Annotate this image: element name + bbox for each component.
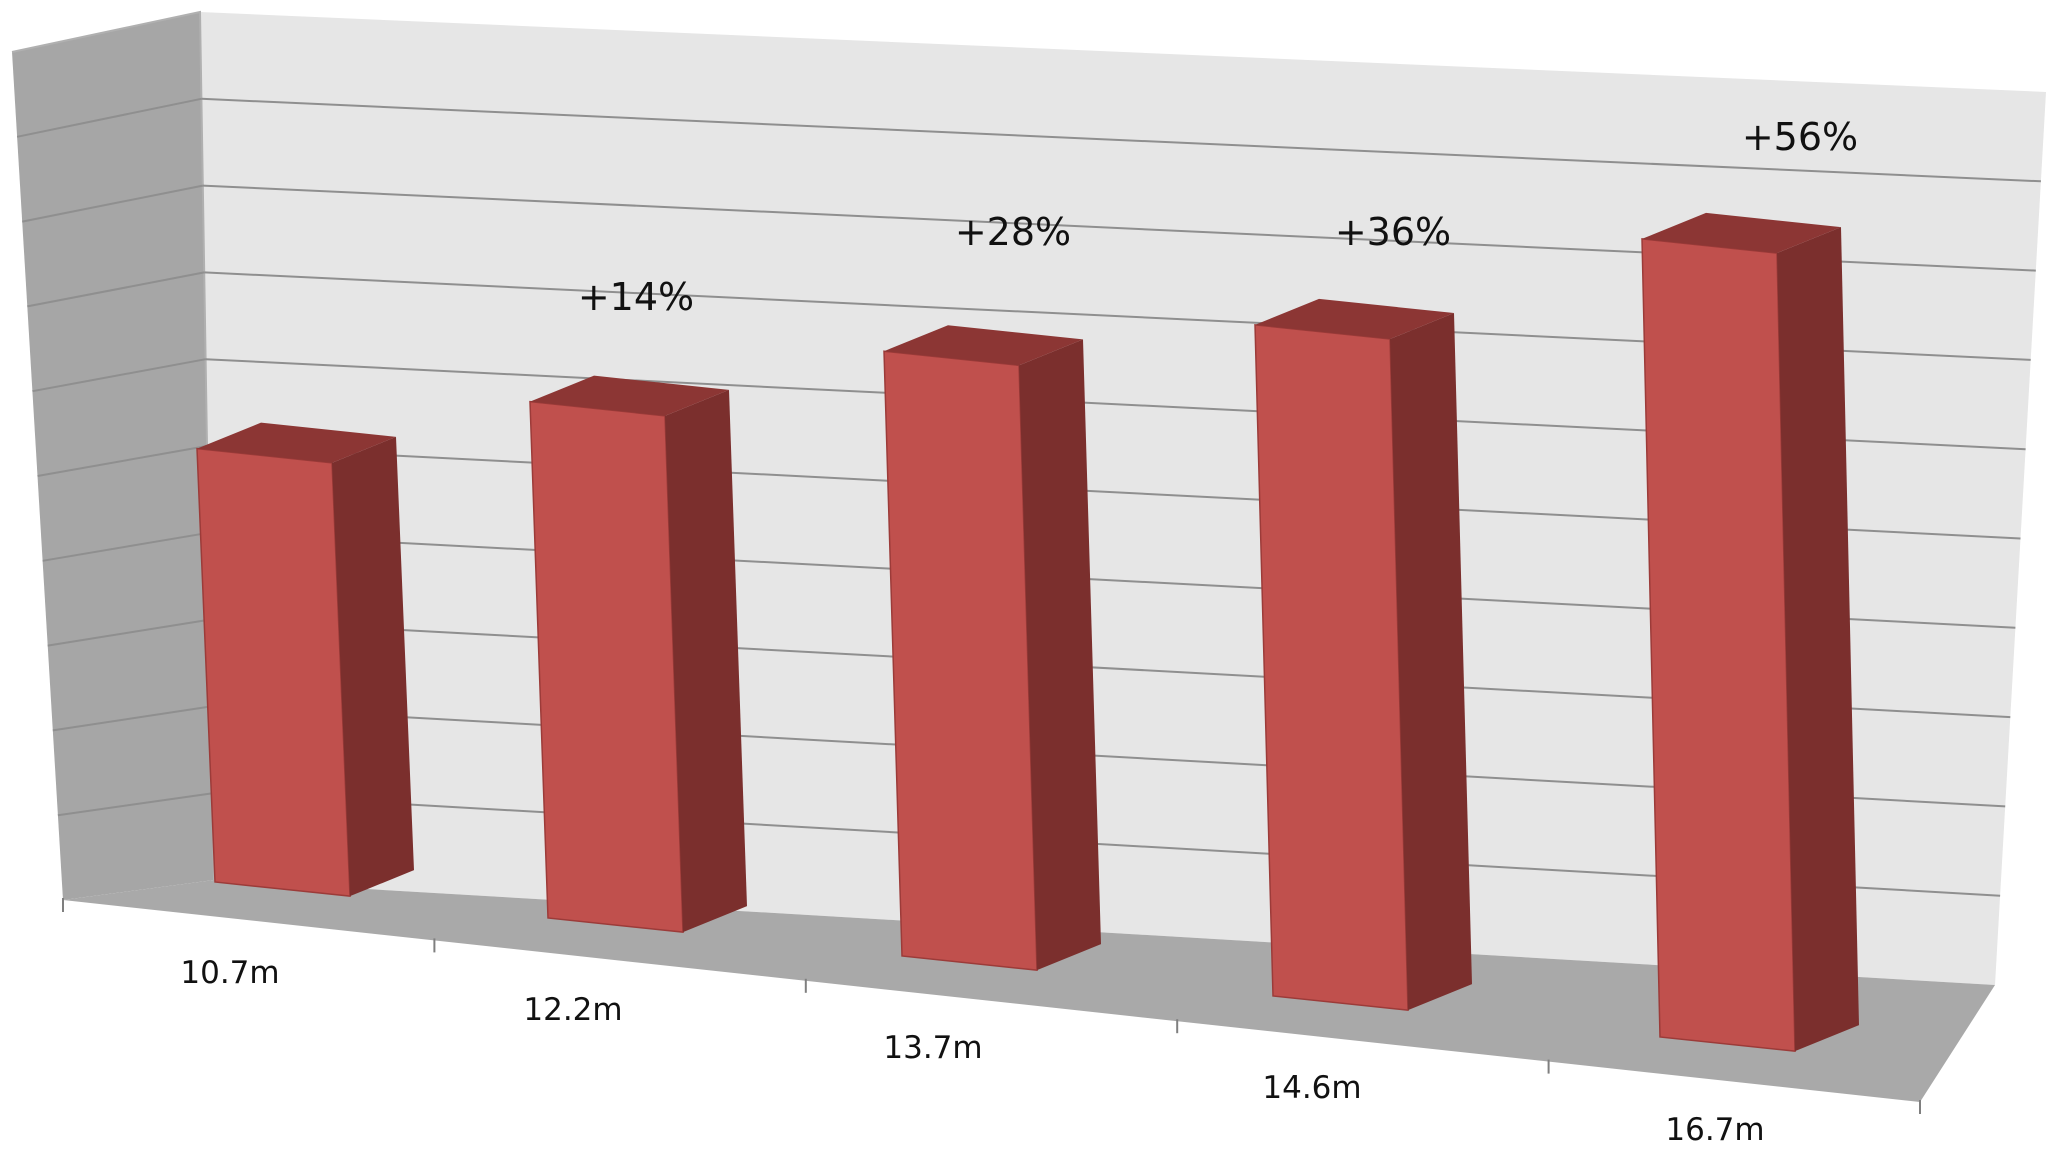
x-tick-label: 13.7m: [883, 1030, 982, 1066]
bar: [1641, 212, 1859, 1053]
bar-top-face: [1255, 298, 1454, 340]
side-wall: [12, 12, 214, 900]
x-axis-ticks: [62, 898, 1921, 1114]
bar: [1254, 298, 1472, 1012]
side-gridline: [42, 531, 209, 562]
floor: [63, 880, 1995, 1102]
data-label: +36%: [1335, 210, 1451, 254]
bars: [196, 212, 1859, 1053]
bar-front-face: [196, 447, 351, 898]
side-gridline: [16, 97, 202, 138]
side-gridline: [27, 271, 205, 308]
bar-top-face: [197, 422, 396, 463]
side-gridline: [57, 792, 213, 817]
side-gridline: [22, 184, 203, 223]
x-axis-tick-labels: 10.7m 12.2m 13.7m 14.6m 16.7m: [180, 955, 1764, 1148]
bar: [529, 375, 747, 934]
side-gridline: [32, 358, 206, 393]
data-label: +56%: [1742, 115, 1858, 159]
data-label: +14%: [578, 275, 694, 319]
side-gridline: [47, 618, 210, 647]
bar-top-face: [530, 375, 729, 416]
x-tick-label: 16.7m: [1665, 1112, 1764, 1148]
bar-front-face: [1641, 238, 1796, 1053]
bar-front-face: [529, 400, 684, 934]
bar-side-face: [332, 436, 414, 897]
bar-front-face: [1254, 324, 1409, 1012]
side-gridline: [37, 445, 208, 477]
data-label: +28%: [955, 210, 1071, 254]
bar-top-face: [1642, 212, 1841, 254]
bar-front-face: [883, 350, 1038, 972]
bar-side-face: [1777, 227, 1859, 1052]
data-labels: +14% +28% +36% +56%: [578, 115, 1858, 319]
bar-side-face: [1390, 313, 1472, 1011]
x-tick-label: 14.6m: [1262, 1070, 1361, 1106]
bar: [883, 325, 1101, 972]
side-gridline: [52, 705, 212, 732]
gridline: [201, 97, 2041, 183]
bar-top-face: [884, 325, 1083, 366]
bar-side-face: [665, 389, 747, 933]
x-tick-label: 10.7m: [180, 955, 279, 991]
x-tick-label: 12.2m: [523, 992, 622, 1028]
bar-side-face: [1019, 339, 1101, 971]
bar: [196, 422, 414, 898]
